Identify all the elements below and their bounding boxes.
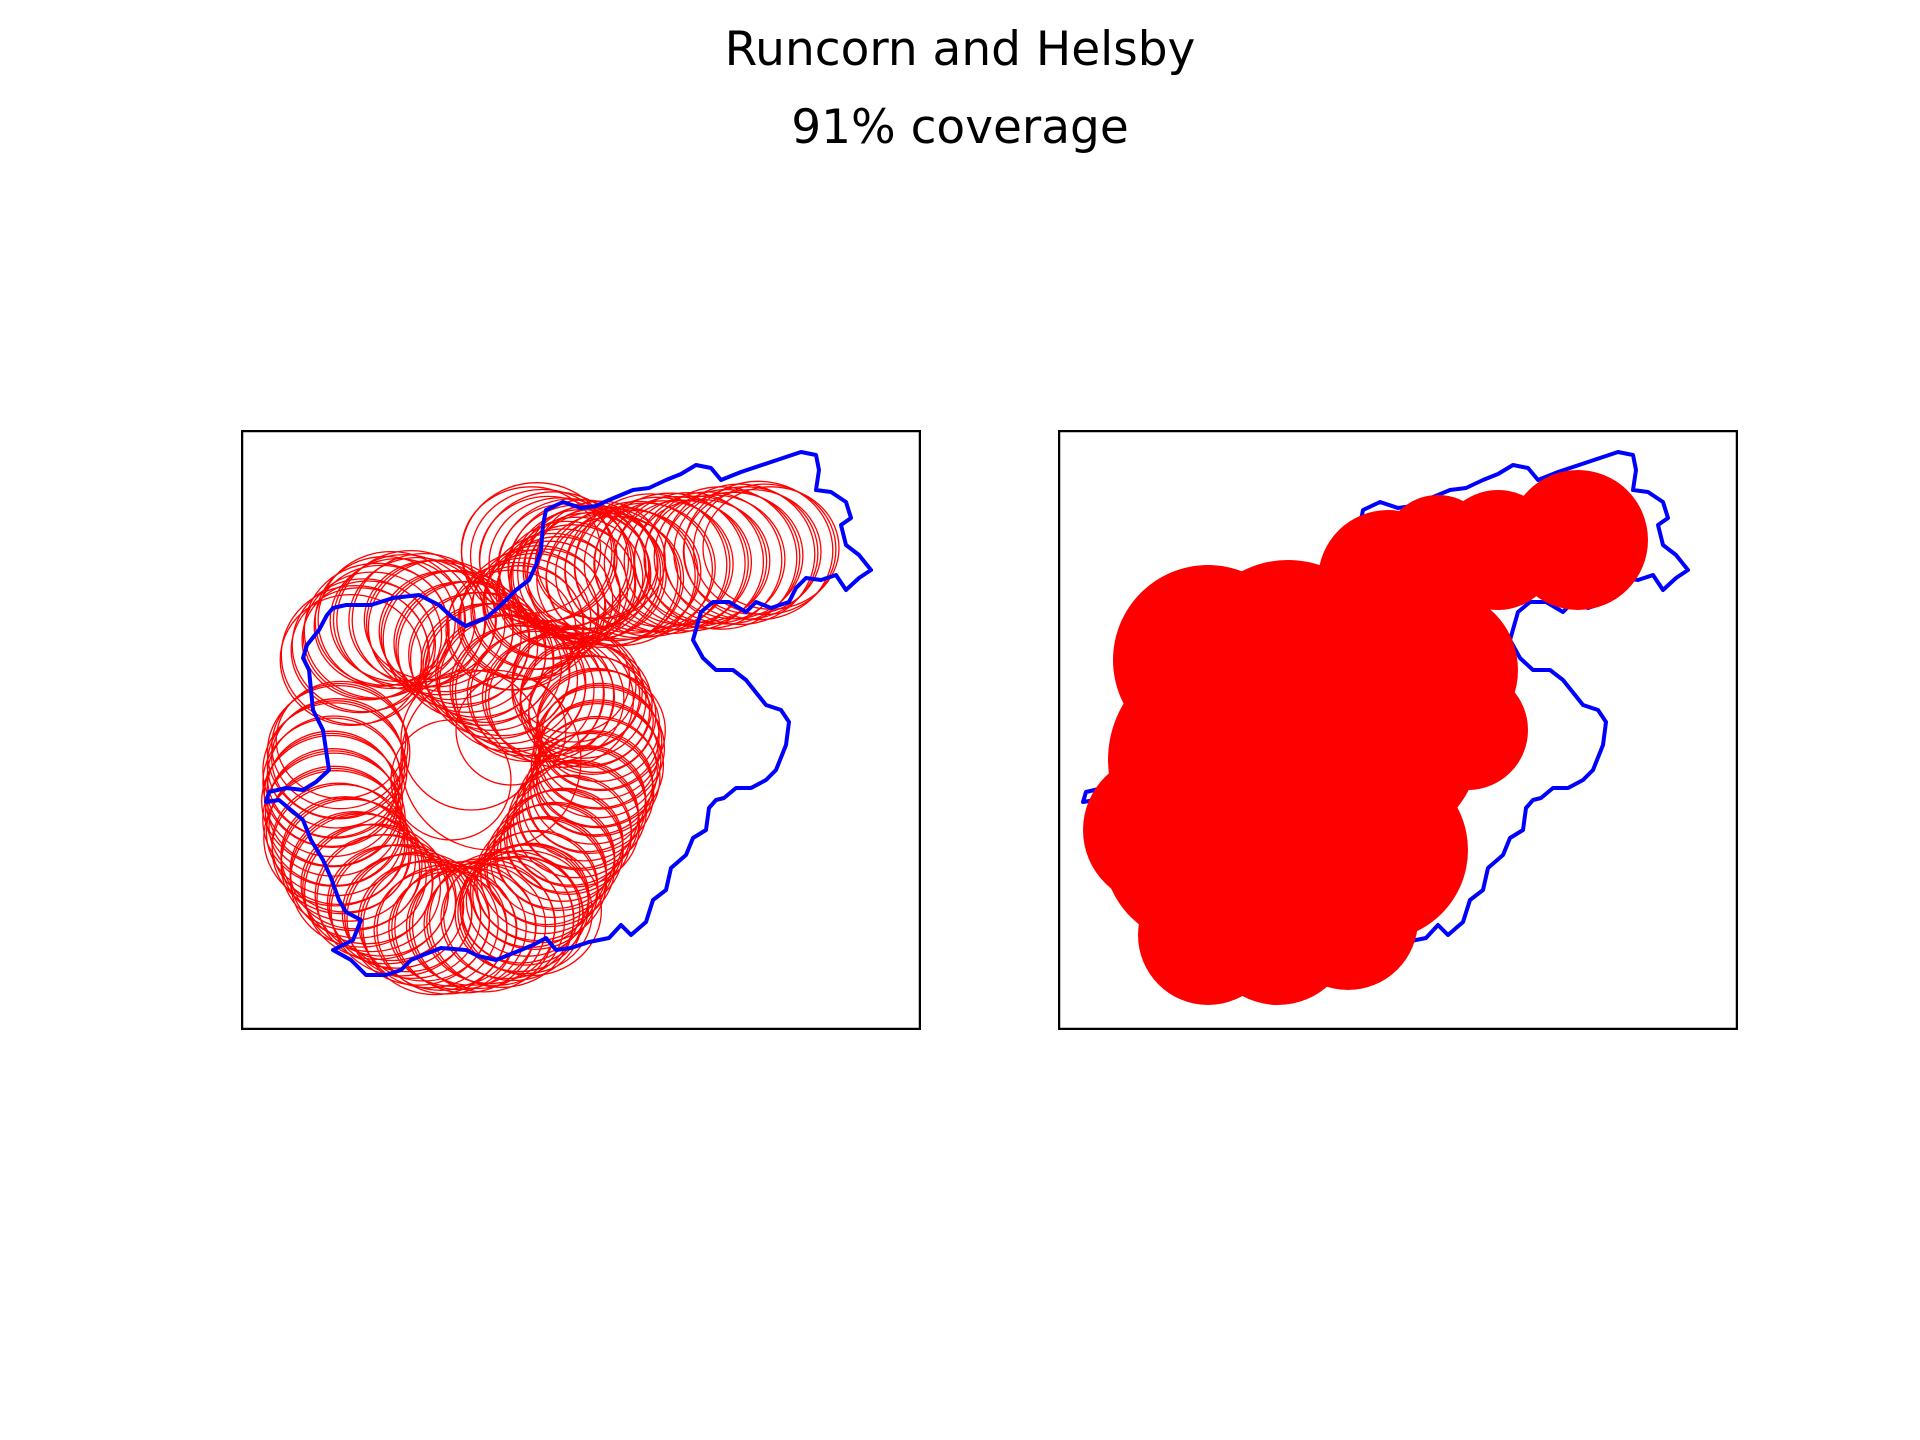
coverage-circle xyxy=(663,491,804,620)
coverage-circle xyxy=(483,803,616,928)
coverage-circles-outline-group xyxy=(261,480,840,996)
coverage-circle xyxy=(271,682,409,810)
coverage-disc xyxy=(1138,865,1278,1005)
coverage-circle xyxy=(400,669,542,811)
coverage-circle xyxy=(503,775,633,895)
coverage-circle xyxy=(289,813,434,948)
coverage-circle xyxy=(478,495,618,622)
coverage-circle xyxy=(405,867,537,986)
coverage-circle xyxy=(303,562,450,699)
coverage-circle xyxy=(643,494,786,625)
coverage-circle xyxy=(485,532,622,660)
filled-map-svg xyxy=(1058,430,1738,1030)
coverage-circle xyxy=(583,496,731,633)
coverage-circle xyxy=(390,719,512,841)
coverage-circle xyxy=(262,717,403,848)
coverage-circle xyxy=(459,844,590,966)
coverage-circle xyxy=(469,830,599,951)
coverage-circles-filled-group xyxy=(1083,470,1648,1005)
outline-map-svg xyxy=(241,430,921,1030)
figure-title: Runcorn and Helsby xyxy=(724,22,1196,77)
coverage-circle xyxy=(316,833,457,965)
coverage-circle xyxy=(341,853,473,973)
coverage-circle xyxy=(280,585,430,726)
coverage-circle xyxy=(564,509,702,634)
coverage-circle xyxy=(391,865,527,991)
coverage-subtitle: 91% coverage xyxy=(791,100,1129,155)
coverage-circle xyxy=(527,655,657,775)
coverage-circle xyxy=(317,550,466,690)
coverage-circle xyxy=(451,624,595,757)
coverage-circle xyxy=(446,561,585,691)
coverage-disc xyxy=(1358,590,1518,750)
coverage-circle xyxy=(524,732,655,855)
coverage-circle xyxy=(455,674,567,786)
coverage-circle xyxy=(653,488,801,625)
coverage-circle xyxy=(498,520,637,650)
filled-coverage-map xyxy=(1058,430,1738,1030)
coverage-circle xyxy=(262,702,408,839)
coverage-circle xyxy=(266,684,411,820)
coverage-circle xyxy=(301,580,435,701)
coverage-circle xyxy=(302,823,442,953)
coverage-circle xyxy=(460,486,602,614)
coverage-circle xyxy=(461,856,581,964)
coverage-circle xyxy=(266,730,396,848)
map-frame xyxy=(241,430,921,1030)
coverage-circle xyxy=(400,669,582,851)
constituency-boundary xyxy=(264,450,873,977)
outline-coverage-map xyxy=(241,430,921,1030)
coverage-circle xyxy=(344,852,482,980)
coverage-circle xyxy=(280,798,423,932)
map-frame xyxy=(1058,430,1738,1030)
coverage-circle xyxy=(291,578,437,713)
